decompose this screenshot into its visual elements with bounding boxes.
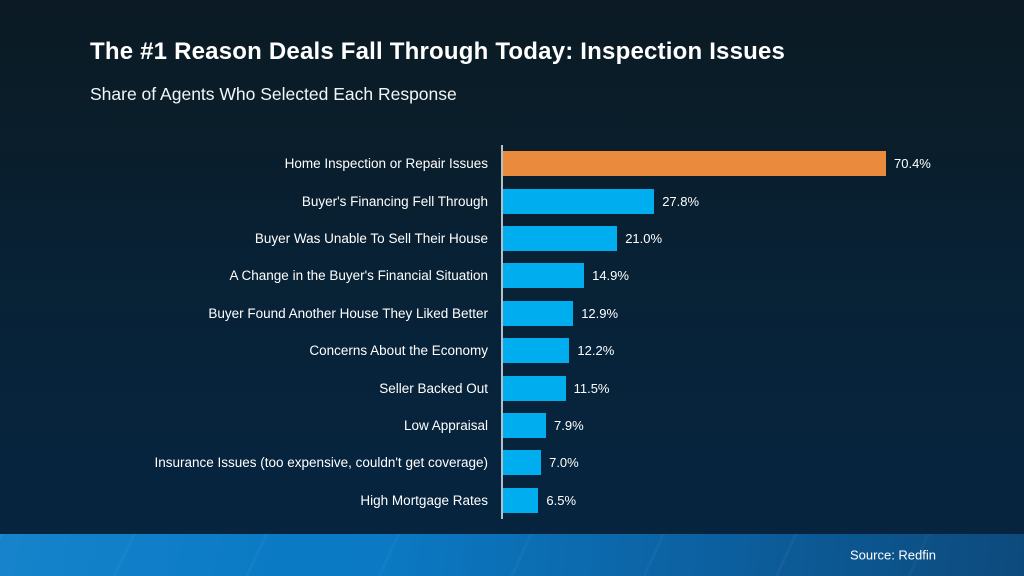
value-label: 70.4% [894, 156, 931, 172]
bar-row: Concerns About the Economy 12.2% [0, 332, 1024, 369]
bar [503, 338, 570, 364]
bar-row: High Mortgage Rates 6.5% [0, 482, 1024, 519]
bar [503, 487, 539, 513]
bar [503, 375, 566, 401]
category-label: Seller Backed Out [379, 380, 488, 396]
bar [503, 188, 655, 214]
bar-row: Buyer Was Unable To Sell Their House 21.… [0, 220, 1024, 257]
bar [503, 450, 542, 476]
page-title: The #1 Reason Deals Fall Through Today: … [90, 38, 786, 65]
category-label: Home Inspection or Repair Issues [284, 156, 488, 172]
bar-row: Buyer's Financing Fell Through 27.8% [0, 182, 1024, 219]
bar [503, 412, 546, 438]
y-axis-line [501, 145, 503, 519]
bar-row: Buyer Found Another House They Liked Bet… [0, 295, 1024, 332]
value-label: 12.2% [577, 343, 615, 359]
category-label: Insurance Issues (too expensive, couldn'… [154, 455, 488, 471]
bar [503, 151, 886, 177]
bar [503, 225, 618, 251]
bar [503, 300, 574, 326]
bar-row: Seller Backed Out 11.5% [0, 369, 1024, 406]
category-label: Low Appraisal [403, 417, 488, 433]
bar-chart: Home Inspection or Repair Issues 70.4% B… [0, 145, 1024, 521]
value-label: 6.5% [546, 492, 577, 508]
category-label: Concerns About the Economy [309, 343, 488, 359]
value-label: 21.0% [625, 230, 663, 246]
category-label: Buyer Was Unable To Sell Their House [254, 230, 488, 246]
bar [503, 263, 585, 289]
category-label: Buyer Found Another House They Liked Bet… [208, 305, 488, 321]
value-label: 11.5% [573, 380, 610, 396]
page-subtitle: Share of Agents Who Selected Each Respon… [90, 84, 457, 104]
bar-row: Home Inspection or Repair Issues 70.4% [0, 145, 1024, 182]
value-label: 27.8% [662, 193, 700, 209]
bar-row: A Change in the Buyer's Financial Situat… [0, 257, 1024, 294]
value-label: 7.9% [554, 417, 584, 433]
bar-rows: Home Inspection or Repair Issues 70.4% B… [0, 145, 1024, 519]
value-label: 14.9% [592, 268, 629, 284]
value-label: 12.9% [581, 305, 619, 321]
category-label: High Mortgage Rates [360, 492, 488, 508]
bar-row: Insurance Issues (too expensive, couldn'… [0, 444, 1024, 481]
value-label: 7.0% [549, 455, 579, 471]
bar-row: Low Appraisal 7.9% [0, 407, 1024, 444]
category-label: A Change in the Buyer's Financial Situat… [229, 268, 488, 284]
footer-band: Source: Redfin [0, 534, 1024, 576]
source-credit: Source: Redfin [850, 547, 936, 563]
category-label: Buyer's Financing Fell Through [301, 193, 488, 209]
